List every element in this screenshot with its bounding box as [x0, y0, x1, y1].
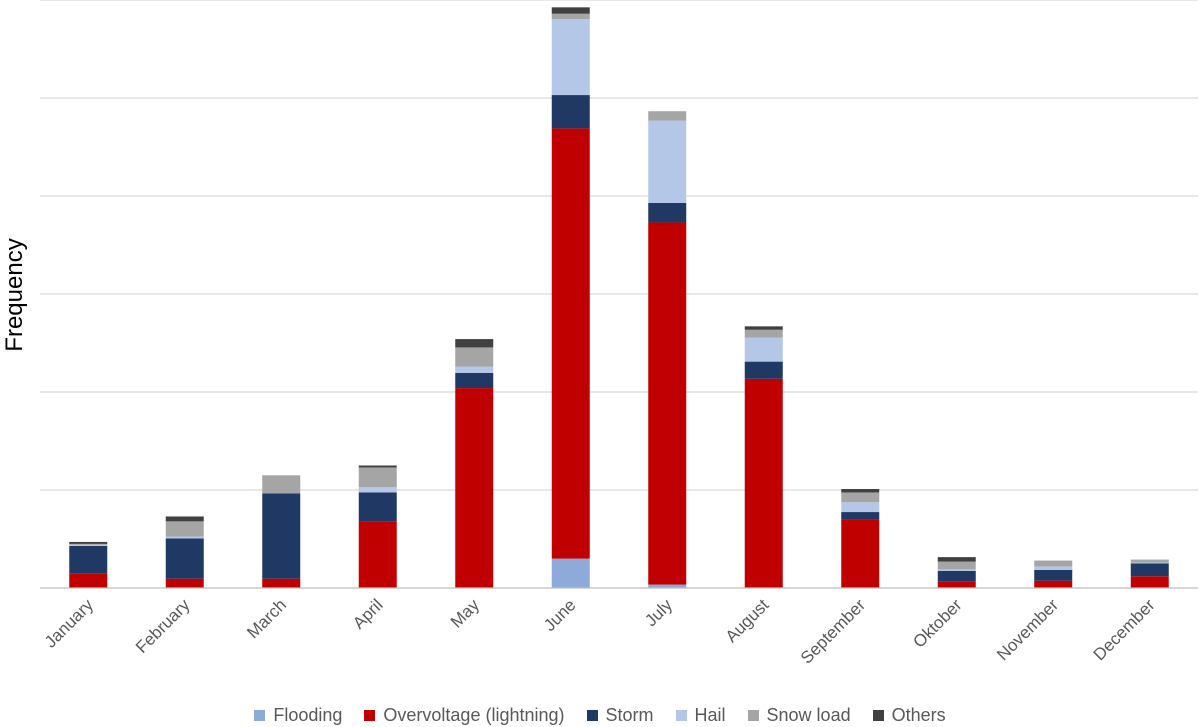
bar-segment [69, 543, 108, 545]
legend-label: Flooding [273, 704, 343, 725]
stacked-bar-chart: January February March April May June July Augu… [1, 0, 1198, 668]
legend: Flooding Overvoltage (lightning) Storm Hail… [0, 703, 1200, 727]
x-tick-labels: January February March April May June July Augu… [41, 595, 1159, 668]
bar-segment [551, 7, 590, 14]
bar-segment [551, 95, 590, 129]
legend-item: Overvoltage (lightning) [364, 704, 565, 726]
bar-segment [1034, 566, 1073, 570]
bar-segment [937, 570, 976, 582]
x-tick-label: February [132, 595, 194, 657]
legend-item: Storm [586, 704, 654, 726]
bar-segment [1034, 560, 1073, 567]
x-tick-label: March [243, 595, 290, 642]
bar-segment [262, 493, 301, 579]
bar-segment [358, 521, 397, 588]
x-tick-label: November [993, 595, 1062, 664]
bar-segment [69, 545, 108, 574]
bar-segment [841, 512, 880, 520]
bar-segment [1130, 563, 1169, 577]
bar-segment [262, 475, 301, 494]
legend-swatch [872, 709, 884, 721]
bar-segment [841, 489, 880, 493]
bar-segment [358, 492, 397, 522]
legend-item: Hail [675, 704, 726, 726]
y-axis-title: Frequency [1, 238, 28, 351]
bar-segment [455, 339, 494, 348]
bar-segment [69, 544, 108, 546]
legend-swatch [364, 709, 376, 721]
bar-segment [455, 372, 494, 389]
x-tick-label: September [797, 595, 869, 667]
bar-segment [69, 573, 108, 588]
bar-segment [648, 584, 687, 588]
legend-swatch [254, 709, 266, 721]
bar-segment [744, 378, 783, 588]
legend-item: Flooding [254, 705, 342, 726]
x-tick-label: Oktober [909, 595, 965, 651]
bar-segment [648, 202, 687, 223]
bar-segment [551, 558, 590, 588]
bar-segment [648, 120, 687, 203]
bar-segment [165, 536, 204, 539]
bar-segment [937, 557, 976, 562]
bar-segment [744, 329, 783, 338]
legend-label: Others [891, 704, 946, 725]
bar-segment [841, 492, 880, 503]
x-tick-label: January [41, 595, 98, 652]
bar-segment [551, 19, 590, 96]
legend-label: Overvoltage (lightning) [383, 704, 565, 725]
legend-label: Storm [605, 704, 654, 725]
bar-segment [744, 337, 783, 362]
bar-segment [358, 465, 397, 468]
legend-swatch [747, 709, 759, 721]
legend-swatch [586, 709, 598, 721]
bar-segment [455, 347, 494, 367]
legend-item: Others [872, 704, 946, 726]
bar-segment [1130, 576, 1169, 588]
legend-swatch [675, 709, 687, 721]
bar-segment [165, 578, 204, 588]
legend-item: Snow load [747, 704, 851, 726]
bar-segment [551, 13, 590, 20]
bars [69, 7, 1169, 588]
bar-segment [455, 366, 494, 373]
bar-segment [1034, 569, 1073, 581]
bar-segment [841, 519, 880, 588]
bar-segment [69, 541, 108, 544]
bar-segment [1130, 559, 1169, 563]
x-tick-label: May [447, 595, 483, 631]
bar-segment [1034, 580, 1073, 588]
x-tick-label: December [1090, 595, 1159, 664]
bar-segment [358, 467, 397, 488]
bar-segment [165, 538, 204, 579]
x-tick-label: July [641, 595, 676, 630]
bar-segment [551, 128, 590, 559]
bar-segment [455, 388, 494, 588]
bar-segment [165, 516, 204, 522]
bar-segment [262, 578, 301, 588]
bar-segment [648, 222, 687, 585]
bar-segment [744, 361, 783, 379]
legend-label: Hail [694, 704, 726, 725]
bar-segment [648, 111, 687, 121]
x-tick-label: April [349, 595, 386, 632]
x-tick-label: June [540, 595, 580, 635]
legend-label: Snow load [766, 704, 851, 725]
gridlines [40, 0, 1198, 491]
bar-segment [358, 487, 397, 493]
bar-segment [1130, 562, 1169, 564]
bar-segment [937, 581, 976, 588]
bar-segment [937, 561, 976, 570]
bar-segment [165, 521, 204, 537]
bar-segment [841, 502, 880, 513]
bar-segment [937, 569, 976, 571]
bar-segment [744, 326, 783, 330]
x-tick-label: August [722, 595, 773, 646]
